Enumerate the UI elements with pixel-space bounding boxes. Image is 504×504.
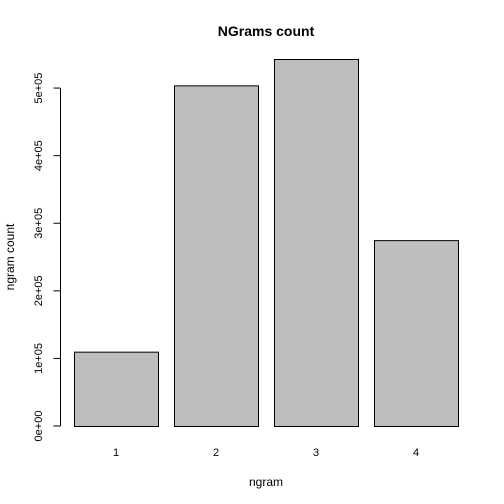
x-axis-labels: 1 2 3 4: [113, 447, 419, 459]
y-tick-label: 3e+05: [33, 208, 45, 239]
bar-1: [75, 352, 159, 426]
y-axis-label: ngram count: [3, 223, 17, 290]
bar-4: [375, 241, 459, 427]
x-tick-label: 4: [413, 447, 419, 459]
x-tick-label: 2: [213, 447, 219, 459]
chart-title: NGrams count: [218, 23, 315, 39]
y-tick-label: 2e+05: [33, 275, 45, 306]
x-tick-label: 1: [113, 447, 119, 459]
bar-3: [275, 60, 359, 427]
y-tick-label: 4e+05: [33, 140, 45, 171]
y-axis: 0e+00 1e+05 2e+05 3e+05 4e+05 5e+05: [33, 73, 61, 442]
bars-group: [75, 60, 459, 427]
y-tick-label: 0e+00: [33, 411, 45, 442]
x-tick-label: 3: [313, 447, 319, 459]
y-tick-label: 5e+05: [33, 73, 45, 104]
bar-2: [175, 86, 259, 427]
x-axis-label: ngram: [249, 475, 283, 489]
y-tick-label: 1e+05: [33, 343, 45, 374]
